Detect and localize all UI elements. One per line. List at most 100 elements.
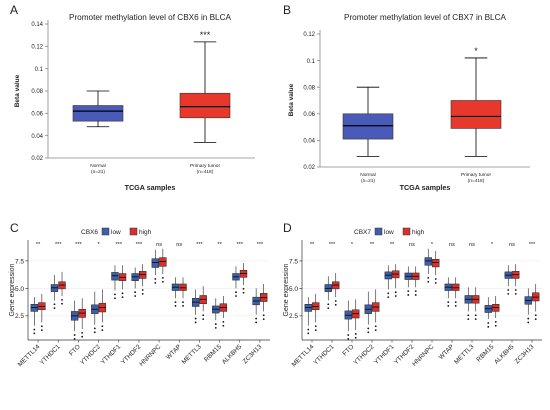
outlier-point xyxy=(447,301,450,303)
outlier-point xyxy=(202,314,205,317)
y-tick-label: 0.12 xyxy=(303,32,315,38)
box-high xyxy=(352,299,360,339)
significance-label: *** xyxy=(75,242,82,248)
x-tick-label: HNRNPC xyxy=(138,343,163,368)
outlier-point xyxy=(494,320,497,323)
outlier-point xyxy=(114,297,116,300)
box-primary-tumor xyxy=(179,41,231,143)
box-high xyxy=(118,265,127,299)
outlier-point xyxy=(407,290,410,292)
panel-letter: D xyxy=(283,221,292,235)
significance-label: ns xyxy=(469,242,475,248)
significance-label: ** xyxy=(390,242,395,248)
significance-label: ** xyxy=(217,242,222,248)
box-low xyxy=(484,297,492,328)
significance-label: * xyxy=(474,46,478,56)
significance-label: *** xyxy=(115,242,122,248)
significance-label: ** xyxy=(36,242,41,248)
outlier-point xyxy=(467,314,470,317)
outlier-point xyxy=(534,314,537,317)
box-low xyxy=(30,297,38,335)
outlier-point xyxy=(427,277,430,279)
x-axis-label: TCGA samples xyxy=(125,183,176,192)
x-tick-label: HNRNPC xyxy=(411,343,436,368)
outlier-point xyxy=(434,278,437,280)
box-high xyxy=(260,283,268,321)
box-low xyxy=(364,291,372,334)
box-body xyxy=(111,272,119,281)
box-high xyxy=(179,277,187,307)
significance-label: *** xyxy=(136,242,143,248)
outlier-point xyxy=(367,331,370,334)
box-body xyxy=(72,105,124,122)
box-body xyxy=(342,113,394,140)
outlier-point xyxy=(61,298,63,301)
outlier-point xyxy=(114,293,116,296)
outlier-point xyxy=(81,331,84,334)
outlier-point xyxy=(307,332,310,335)
box-high xyxy=(58,271,66,305)
box-body xyxy=(151,258,159,268)
legend-swatch-high xyxy=(129,227,138,236)
x-tick-label: METTL3 xyxy=(181,343,204,366)
box-high xyxy=(432,250,440,284)
x-tick-count: (n=21) xyxy=(91,169,105,175)
box-low xyxy=(384,265,392,299)
x-tick-label: ALKBH5 xyxy=(493,343,516,366)
panel-letter: A xyxy=(10,3,18,17)
outlier-point xyxy=(334,300,337,302)
outlier-point xyxy=(182,305,184,307)
outlier-point xyxy=(467,318,470,321)
box-low xyxy=(111,265,119,300)
y-tick-label: 5.0 xyxy=(289,286,298,293)
box-low xyxy=(444,277,452,307)
box-low xyxy=(324,276,332,310)
significance-label: *** xyxy=(329,242,336,248)
outlier-point xyxy=(367,327,370,330)
y-tick-label: 0.04 xyxy=(31,134,43,140)
x-tick-label: FTO xyxy=(342,343,356,357)
outlier-point xyxy=(141,292,144,295)
outlier-point xyxy=(407,294,410,296)
outlier-point xyxy=(242,291,245,294)
outlier-point xyxy=(182,301,184,303)
plot-area xyxy=(28,240,270,340)
outlier-point xyxy=(454,305,457,307)
outlier-point xyxy=(534,318,537,321)
outlier-point xyxy=(334,303,337,306)
box-body xyxy=(424,257,432,266)
significance-label: * xyxy=(431,242,434,248)
outlier-point xyxy=(354,336,357,339)
outlier-point xyxy=(487,322,490,324)
box-low xyxy=(232,266,240,297)
significance-label: ns xyxy=(509,242,515,248)
box-low xyxy=(464,287,472,321)
outlier-point xyxy=(194,317,197,320)
outlier-point xyxy=(121,292,124,295)
box-high xyxy=(492,296,500,327)
box-low xyxy=(424,248,432,283)
x-tick-label: ZC3H13 xyxy=(514,343,536,365)
panel-A: A Promoter methylation level of CBX6 in B… xyxy=(10,3,255,192)
y-tick-label: 0.08 xyxy=(303,85,315,91)
outlier-point xyxy=(487,325,490,328)
outlier-point xyxy=(447,305,450,307)
box-high xyxy=(412,266,420,296)
significance-label: ns xyxy=(156,242,162,248)
y-tick-label: 2.5 xyxy=(289,313,298,320)
box-low xyxy=(70,300,79,340)
outlier-point xyxy=(161,277,164,279)
box-low xyxy=(171,277,180,307)
significance-label: *** xyxy=(236,242,243,248)
legend-label-low: low xyxy=(111,229,121,236)
y-tick-label: 0.08 xyxy=(31,89,43,95)
outlier-point xyxy=(235,291,237,294)
box-low xyxy=(504,265,512,295)
x-tick-label: Normal xyxy=(90,163,105,169)
outlier-point xyxy=(314,329,317,332)
outlier-point xyxy=(262,318,265,321)
outlier-point xyxy=(414,294,417,296)
box-normal xyxy=(342,86,394,157)
